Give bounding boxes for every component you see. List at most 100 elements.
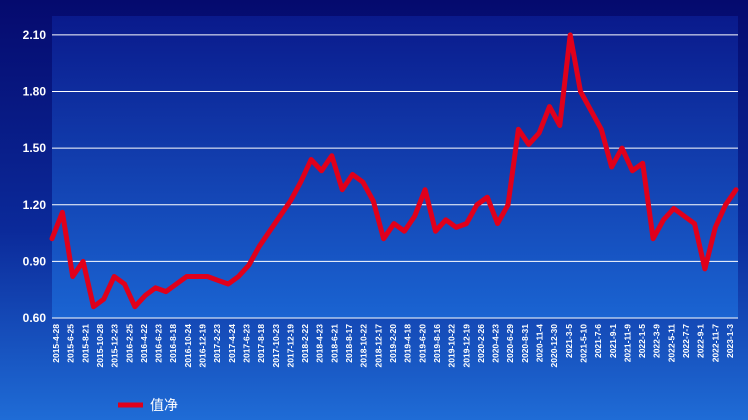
data-point bbox=[465, 222, 468, 226]
data-point bbox=[112, 275, 116, 278]
x-tick-label: 2022-1-5 bbox=[637, 324, 647, 358]
x-tick-label: 2019-4-18 bbox=[403, 324, 413, 363]
x-tick-label: 2016-4-22 bbox=[139, 324, 149, 363]
data-point bbox=[423, 188, 427, 192]
x-tick-label: 2017-2-23 bbox=[212, 324, 222, 363]
data-point bbox=[724, 203, 728, 207]
data-point bbox=[50, 237, 54, 241]
data-point bbox=[60, 210, 64, 214]
data-point bbox=[206, 275, 209, 278]
x-tick-label: 2015-10-28 bbox=[95, 324, 105, 368]
y-axis-ticks: 0.60 0.90 1.20 1.50 1.80 2.10 bbox=[23, 28, 47, 325]
x-tick-label: 2022-5-11 bbox=[666, 324, 676, 363]
y-tick-label: 1.80 bbox=[23, 85, 47, 99]
data-point bbox=[299, 180, 303, 184]
x-tick-label: 2021-11-9 bbox=[622, 324, 632, 363]
data-point bbox=[382, 237, 386, 241]
x-tick-label: 2022-11-7 bbox=[710, 324, 720, 363]
data-point bbox=[81, 259, 85, 263]
x-tick-label: 2020-2-26 bbox=[476, 324, 486, 363]
x-tick-label: 2021-3-5 bbox=[564, 324, 574, 358]
data-point bbox=[320, 169, 323, 173]
data-point bbox=[651, 237, 655, 241]
gridlines bbox=[52, 34, 738, 319]
x-tick-label: 2022-9-1 bbox=[696, 324, 706, 358]
x-tick-label: 2020-11-4 bbox=[535, 324, 545, 363]
data-point bbox=[454, 225, 458, 229]
x-tick-label: 2015-12-23 bbox=[110, 324, 120, 368]
data-point bbox=[278, 214, 282, 218]
data-point bbox=[568, 33, 572, 37]
x-tick-label: 2017-8-18 bbox=[256, 324, 266, 363]
data-point bbox=[392, 222, 396, 226]
data-point bbox=[693, 222, 696, 226]
data-point bbox=[361, 180, 365, 184]
x-tick-label: 2022-3-9 bbox=[652, 324, 662, 358]
x-tick-label: 2021-9-1 bbox=[608, 324, 618, 358]
series-layer bbox=[49, 32, 739, 310]
data-point bbox=[216, 278, 220, 282]
data-point bbox=[257, 244, 261, 248]
x-tick-label: 2018-4-23 bbox=[315, 324, 325, 363]
data-point bbox=[672, 207, 676, 210]
legend-label: 值净 bbox=[150, 397, 178, 413]
data-point bbox=[71, 275, 75, 278]
data-point bbox=[506, 203, 510, 207]
data-point bbox=[371, 199, 375, 203]
y-tick-label: 0.60 bbox=[23, 311, 47, 325]
x-tick-label: 2015-4-28 bbox=[51, 324, 61, 363]
x-tick-label: 2020-8-31 bbox=[520, 324, 530, 363]
data-point bbox=[330, 154, 334, 158]
x-tick-label: 2017-6-23 bbox=[242, 324, 252, 363]
data-point bbox=[174, 282, 178, 286]
data-point bbox=[475, 203, 479, 207]
data-point bbox=[185, 275, 189, 278]
y-tick-label: 1.50 bbox=[23, 141, 47, 155]
data-point bbox=[641, 161, 645, 165]
x-tick-label: 2021-5-10 bbox=[579, 324, 589, 363]
x-tick-label: 2016-6-23 bbox=[154, 324, 164, 363]
data-point bbox=[516, 127, 520, 131]
data-point bbox=[340, 188, 344, 192]
data-point bbox=[579, 90, 582, 93]
x-tick-label: 2019-8-16 bbox=[432, 324, 442, 363]
data-point bbox=[548, 105, 551, 109]
data-point bbox=[485, 195, 489, 199]
data-point bbox=[662, 218, 665, 222]
data-point bbox=[610, 165, 614, 169]
data-point bbox=[413, 214, 417, 218]
x-tick-label: 2020-4-23 bbox=[491, 324, 501, 363]
data-point bbox=[537, 131, 541, 135]
data-point bbox=[288, 199, 292, 203]
x-tick-label: 2019-2-20 bbox=[388, 324, 398, 363]
x-tick-label: 2015-6-25 bbox=[66, 324, 76, 363]
y-tick-label: 0.90 bbox=[23, 254, 47, 268]
data-point bbox=[527, 142, 531, 146]
data-point bbox=[558, 124, 562, 127]
data-point bbox=[351, 173, 354, 176]
data-point bbox=[682, 214, 686, 218]
x-tick-label: 2021-7-6 bbox=[593, 324, 603, 358]
data-point bbox=[703, 267, 707, 271]
data-point bbox=[123, 282, 126, 286]
x-tick-label: 2020-6-29 bbox=[505, 324, 515, 363]
y-tick-label: 1.20 bbox=[23, 198, 47, 212]
y-tick-label: 2.10 bbox=[23, 28, 47, 42]
x-axis-ticks: 2015-4-28 2015-6-25 2015-8-21 2015-10-28 201… bbox=[51, 324, 735, 368]
data-point bbox=[102, 297, 106, 301]
x-tick-label: 2015-8-21 bbox=[80, 324, 90, 363]
data-point bbox=[444, 218, 448, 222]
data-point bbox=[630, 169, 634, 173]
x-tick-label: 2019-10-22 bbox=[447, 324, 457, 368]
x-tick-label: 2020-12-30 bbox=[549, 324, 559, 368]
x-tick-label: 2017-12-19 bbox=[285, 324, 295, 368]
data-point bbox=[402, 229, 406, 233]
data-point bbox=[164, 290, 168, 294]
x-tick-label: 2022-7-7 bbox=[681, 324, 691, 358]
x-tick-label: 2019-6-20 bbox=[417, 324, 427, 363]
x-tick-label: 2018-6-21 bbox=[329, 324, 339, 363]
data-point bbox=[268, 229, 272, 233]
data-point bbox=[247, 263, 251, 267]
data-point bbox=[237, 275, 240, 278]
